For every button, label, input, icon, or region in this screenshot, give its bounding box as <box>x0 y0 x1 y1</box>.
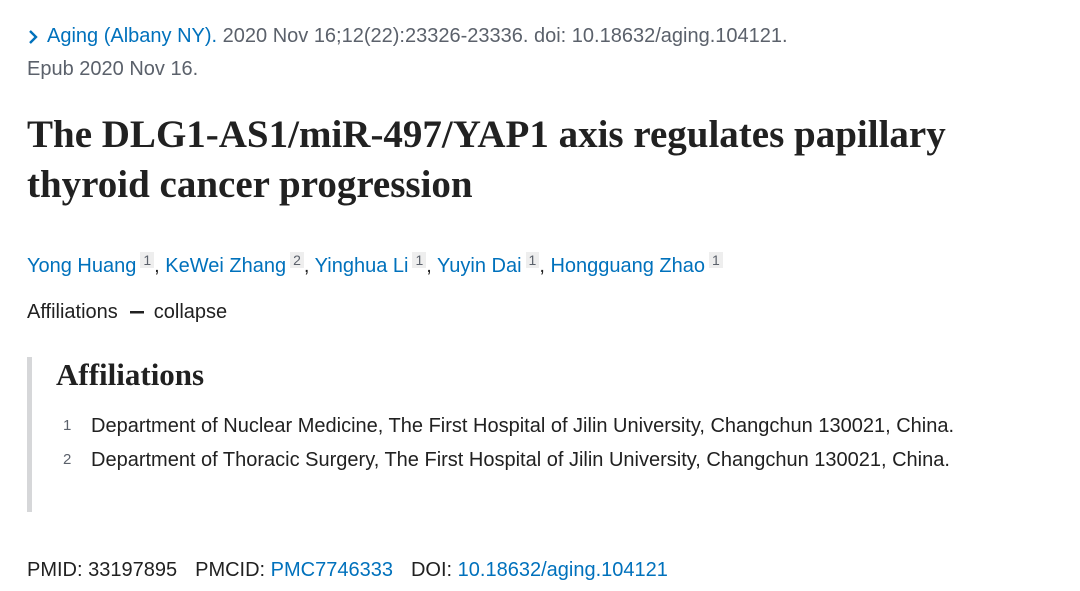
author-list: Yong Huang 1, KeWei Zhang 2, Yinghua Li 1, … <box>27 244 723 282</box>
identifier: DOI: 10.18632/aging.104121 <box>411 559 668 581</box>
epub-date: Epub 2020 Nov 16. <box>27 58 199 80</box>
toggle-action[interactable]: collapse <box>153 301 228 323</box>
affiliations-toggle[interactable]: Affiliations collapse <box>27 296 227 328</box>
affiliation-text: Department of Thoracic Surgery, The Firs… <box>91 449 950 471</box>
identifier-label: PMID: <box>27 559 83 581</box>
affiliation-number: 2 <box>63 451 72 468</box>
affiliation-number: 1 <box>63 417 72 434</box>
identifiers: PMID: 33197895 PMCID: PMC7746333 DOI: 10.1… <box>27 554 686 586</box>
affiliations-heading: Affiliations <box>56 357 205 392</box>
author-name[interactable]: KeWei Zhang <box>165 255 287 277</box>
citation-details: 2020 Nov 16;12(22):23326-23336. doi: 10.… <box>222 25 788 47</box>
affiliation-ref[interactable]: 1 <box>709 252 723 268</box>
affiliation-ref[interactable]: 1 <box>525 252 540 268</box>
author-separator: , <box>154 255 160 277</box>
affiliation-item: 1 Department of Nuclear Medicine, The Fir… <box>63 409 1078 443</box>
author-separator: , <box>539 255 545 277</box>
identifier-link[interactable]: PMC7746333 <box>270 559 393 581</box>
affiliation-ref[interactable]: 1 <box>412 252 427 268</box>
identifier-link[interactable]: 10.18632/aging.104121 <box>457 559 668 581</box>
identifier: PMID: 33197895 <box>27 559 177 581</box>
journal-link[interactable]: Aging (Albany NY). <box>47 25 218 47</box>
identifier-label: DOI: <box>410 559 453 581</box>
affiliation-ref[interactable]: 1 <box>140 252 155 268</box>
author-name[interactable]: Yuyin Dai <box>437 255 522 277</box>
affiliations-panel: Affiliations 1 Department of Nuclear Medi… <box>27 357 1080 512</box>
author-name[interactable]: Yinghua Li <box>314 255 409 277</box>
affiliation-item: 2 Department of Thoracic Surgery, The Fir… <box>63 443 1078 477</box>
citation: Aging (Albany NY). 2020 Nov 16;12(22):23… <box>27 20 1067 86</box>
author-name[interactable]: Hongguang Zhao <box>550 255 706 277</box>
identifier-value: 33197895 <box>88 559 178 581</box>
author-name[interactable]: Yong Huang <box>27 255 137 277</box>
author-separator: , <box>426 255 432 277</box>
article-title: The DLG1-AS1/miR-497/YAP1 axis regulates… <box>27 113 946 206</box>
dash-icon <box>129 310 144 314</box>
chevron-icon <box>29 29 38 44</box>
toggle-label: Affiliations <box>27 301 118 323</box>
identifier: PMCID: PMC7746333 <box>195 559 393 581</box>
affiliation-text: Department of Nuclear Medicine, The Firs… <box>91 415 955 437</box>
affiliation-ref[interactable]: 2 <box>290 252 304 268</box>
affiliation-list: 1 Department of Nuclear Medicine, The Fir… <box>63 409 1078 477</box>
identifier-label: PMCID: <box>195 559 266 581</box>
author-separator: , <box>303 255 310 277</box>
